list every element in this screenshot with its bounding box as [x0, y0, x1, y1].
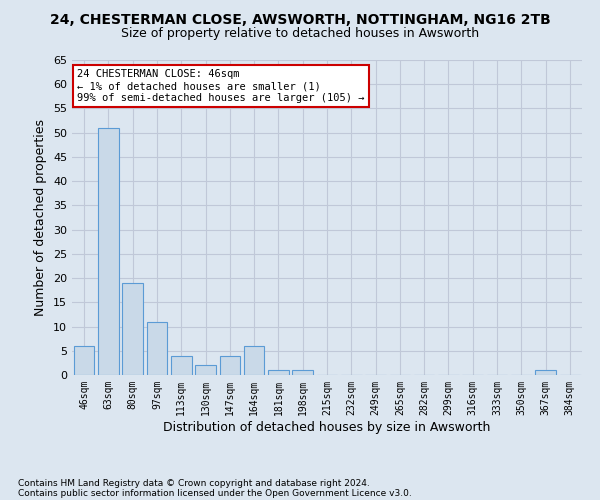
Bar: [171, 356, 191, 375]
Y-axis label: Number of detached properties: Number of detached properties: [34, 119, 47, 316]
Bar: [122, 283, 143, 375]
Bar: [535, 370, 556, 375]
Bar: [244, 346, 265, 375]
Bar: [98, 128, 119, 375]
Text: 24 CHESTERMAN CLOSE: 46sqm
← 1% of detached houses are smaller (1)
99% of semi-d: 24 CHESTERMAN CLOSE: 46sqm ← 1% of detac…: [77, 70, 365, 102]
Bar: [220, 356, 240, 375]
Bar: [74, 346, 94, 375]
Bar: [195, 366, 216, 375]
Text: Contains public sector information licensed under the Open Government Licence v3: Contains public sector information licen…: [18, 488, 412, 498]
Text: Size of property relative to detached houses in Awsworth: Size of property relative to detached ho…: [121, 28, 479, 40]
Text: 24, CHESTERMAN CLOSE, AWSWORTH, NOTTINGHAM, NG16 2TB: 24, CHESTERMAN CLOSE, AWSWORTH, NOTTINGH…: [50, 12, 550, 26]
Text: Contains HM Land Registry data © Crown copyright and database right 2024.: Contains HM Land Registry data © Crown c…: [18, 478, 370, 488]
Bar: [146, 322, 167, 375]
X-axis label: Distribution of detached houses by size in Awsworth: Distribution of detached houses by size …: [163, 420, 491, 434]
Bar: [292, 370, 313, 375]
Bar: [268, 370, 289, 375]
